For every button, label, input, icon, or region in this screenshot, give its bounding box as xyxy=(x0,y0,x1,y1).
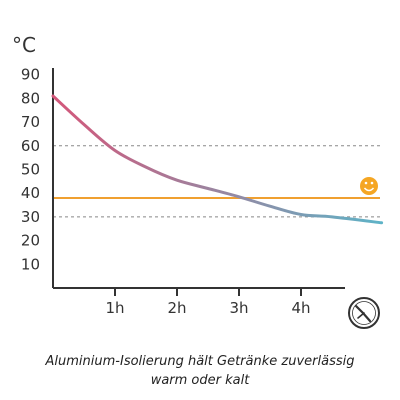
y-tick-label: 50 xyxy=(21,161,40,179)
y-tick-label: 10 xyxy=(21,255,40,273)
y-tick-label: 90 xyxy=(21,66,40,84)
series-group xyxy=(51,94,384,225)
clock-icon xyxy=(348,297,380,329)
y-tick-label: 70 xyxy=(21,113,40,131)
smiley-icon xyxy=(360,177,378,195)
caption-line-1: Aluminium-Isolierung hält Getränke zuver… xyxy=(45,354,355,369)
reference-lines xyxy=(53,145,380,218)
x-tick-label: 4h xyxy=(291,299,310,317)
y-tick-label: 40 xyxy=(21,184,40,202)
y-unit-label: °C xyxy=(12,33,36,57)
axes xyxy=(52,68,345,289)
caption-line-2: warm oder kalt xyxy=(150,373,250,388)
x-tick-labels: 1h 2h 3h 4h xyxy=(105,288,311,317)
x-tick-label: 1h xyxy=(105,299,124,317)
y-tick-label: 30 xyxy=(21,208,40,226)
temperature-curve xyxy=(51,94,384,225)
chart-canvas: °C 10 20 30 40 50 60 70 80 90 1h 2h 3h 4h xyxy=(12,33,384,329)
y-tick-label: 60 xyxy=(21,137,40,155)
x-tick-label: 2h xyxy=(167,299,186,317)
y-tick-labels: 10 20 30 40 50 60 70 80 90 xyxy=(21,66,40,274)
y-tick-label: 80 xyxy=(21,89,40,107)
x-tick-label: 3h xyxy=(229,299,248,317)
y-tick-label: 20 xyxy=(21,232,40,250)
